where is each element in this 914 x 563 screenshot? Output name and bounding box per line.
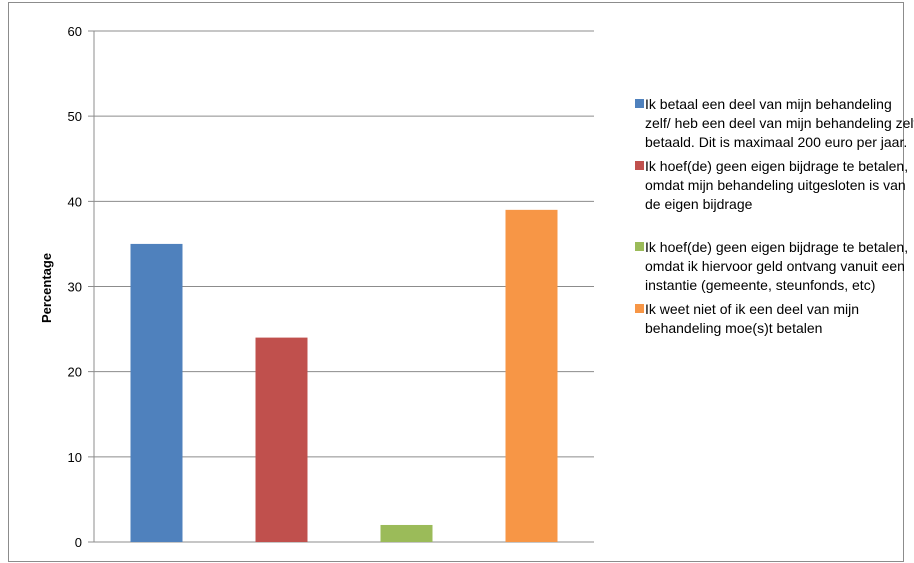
legend-label-4: Ik weet niet of ik een deel van mijn beh… — [645, 301, 860, 336]
legend-swatch-2 — [635, 161, 644, 170]
legend: Ik betaal een deel van mijn behandeling … — [635, 95, 914, 338]
y-tick-label-50: 50 — [68, 109, 82, 124]
y-tick-label-60: 60 — [68, 24, 82, 39]
bar-3 — [380, 524, 433, 542]
legend-item-2: Ik hoef(de) geen eigen bijdrage te betal… — [635, 157, 914, 214]
y-tick-label-30: 30 — [68, 280, 82, 295]
y-tick-labels: 0 10 20 30 40 50 60 — [68, 24, 82, 550]
legend-swatch-4 — [635, 304, 644, 313]
y-tick-label-0: 0 — [75, 535, 82, 550]
y-tick-label-40: 40 — [68, 194, 82, 209]
bar-2 — [255, 337, 308, 542]
y-axis-title: Percentage — [39, 253, 54, 323]
legend-swatch-3 — [635, 242, 644, 251]
bar-chart: 0 10 20 30 40 50 60 Percentage — [39, 24, 594, 550]
legend-label-1: Ik betaal een deel van mijn behandeling … — [645, 96, 914, 150]
bar-4 — [505, 209, 558, 542]
bar-1 — [130, 243, 183, 542]
chart-frame: 0 10 20 30 40 50 60 Percentage Ik betaal een d… — [8, 2, 914, 562]
y-tick-label-10: 10 — [68, 450, 82, 465]
legend-item-4: Ik weet niet of ik een deel van mijn beh… — [635, 300, 914, 338]
legend-swatch-1 — [635, 99, 644, 108]
legend-label-2: Ik hoef(de) geen eigen bijdrage te betal… — [645, 158, 909, 212]
bars — [130, 209, 558, 542]
y-tick-label-20: 20 — [68, 365, 82, 380]
legend-label-3: Ik hoef(de) geen eigen bijdrage te betal… — [645, 239, 909, 293]
legend-item-3: Ik hoef(de) geen eigen bijdrage te betal… — [635, 238, 914, 295]
legend-item-1: Ik betaal een deel van mijn behandeling … — [635, 95, 914, 152]
